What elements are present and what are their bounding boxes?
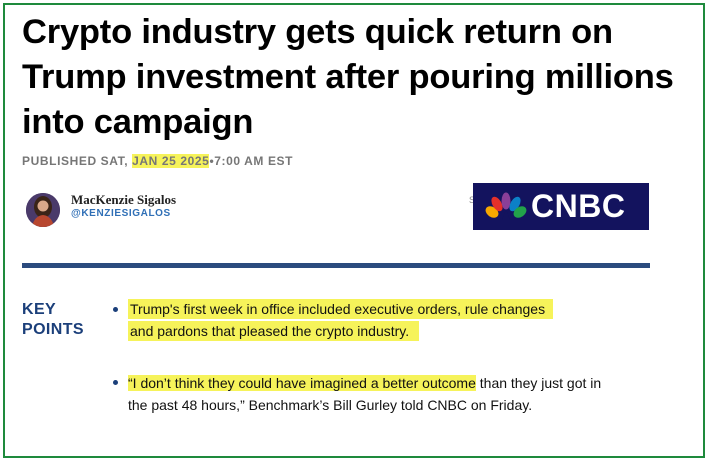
screenshot-border bbox=[3, 3, 705, 458]
key-point-2-rest: than they just got in the past 48 hours,… bbox=[128, 375, 602, 413]
author-photo-icon bbox=[26, 193, 60, 227]
article-headline: Crypto industry gets quick return on Tru… bbox=[22, 13, 674, 141]
faint-character: S bbox=[469, 195, 476, 205]
published-timestamp: PUBLISHED SAT, JAN 25 2025•7:00 AM EST bbox=[22, 154, 293, 168]
key-point-1-line2: and pardons that pleased the crypto indu… bbox=[128, 321, 420, 341]
author-name[interactable]: MacKenzie Sigalos bbox=[71, 192, 177, 207]
key-point-1-line1: Trump's first week in office included ex… bbox=[128, 299, 554, 319]
cnbc-logo: CNBC bbox=[473, 183, 649, 230]
section-divider bbox=[22, 263, 650, 268]
peacock-icon bbox=[485, 192, 527, 220]
published-prefix: PUBLISHED SAT, bbox=[22, 154, 133, 168]
key-points-heading-line1: KEY bbox=[22, 301, 57, 318]
published-date: JAN 25 2025 bbox=[132, 154, 210, 168]
key-points-heading: KEY POINTS bbox=[22, 300, 112, 340]
author-handle[interactable]: @KENZIESIGALOS bbox=[71, 208, 171, 219]
logo-wordmark: CNBC bbox=[531, 188, 626, 224]
key-point-2: “I don’t think they could have imagined … bbox=[128, 372, 623, 416]
bullet-dot-icon bbox=[113, 380, 118, 385]
key-point-1: Trump's first week in office included ex… bbox=[128, 298, 628, 342]
key-points-heading-line2: POINTS bbox=[22, 321, 84, 338]
published-time: •7:00 AM EST bbox=[209, 154, 294, 168]
bullet-dot-icon bbox=[113, 307, 118, 312]
key-point-2-highlight: “I don’t think they could have imagined … bbox=[128, 375, 476, 391]
author-avatar[interactable] bbox=[26, 193, 60, 227]
